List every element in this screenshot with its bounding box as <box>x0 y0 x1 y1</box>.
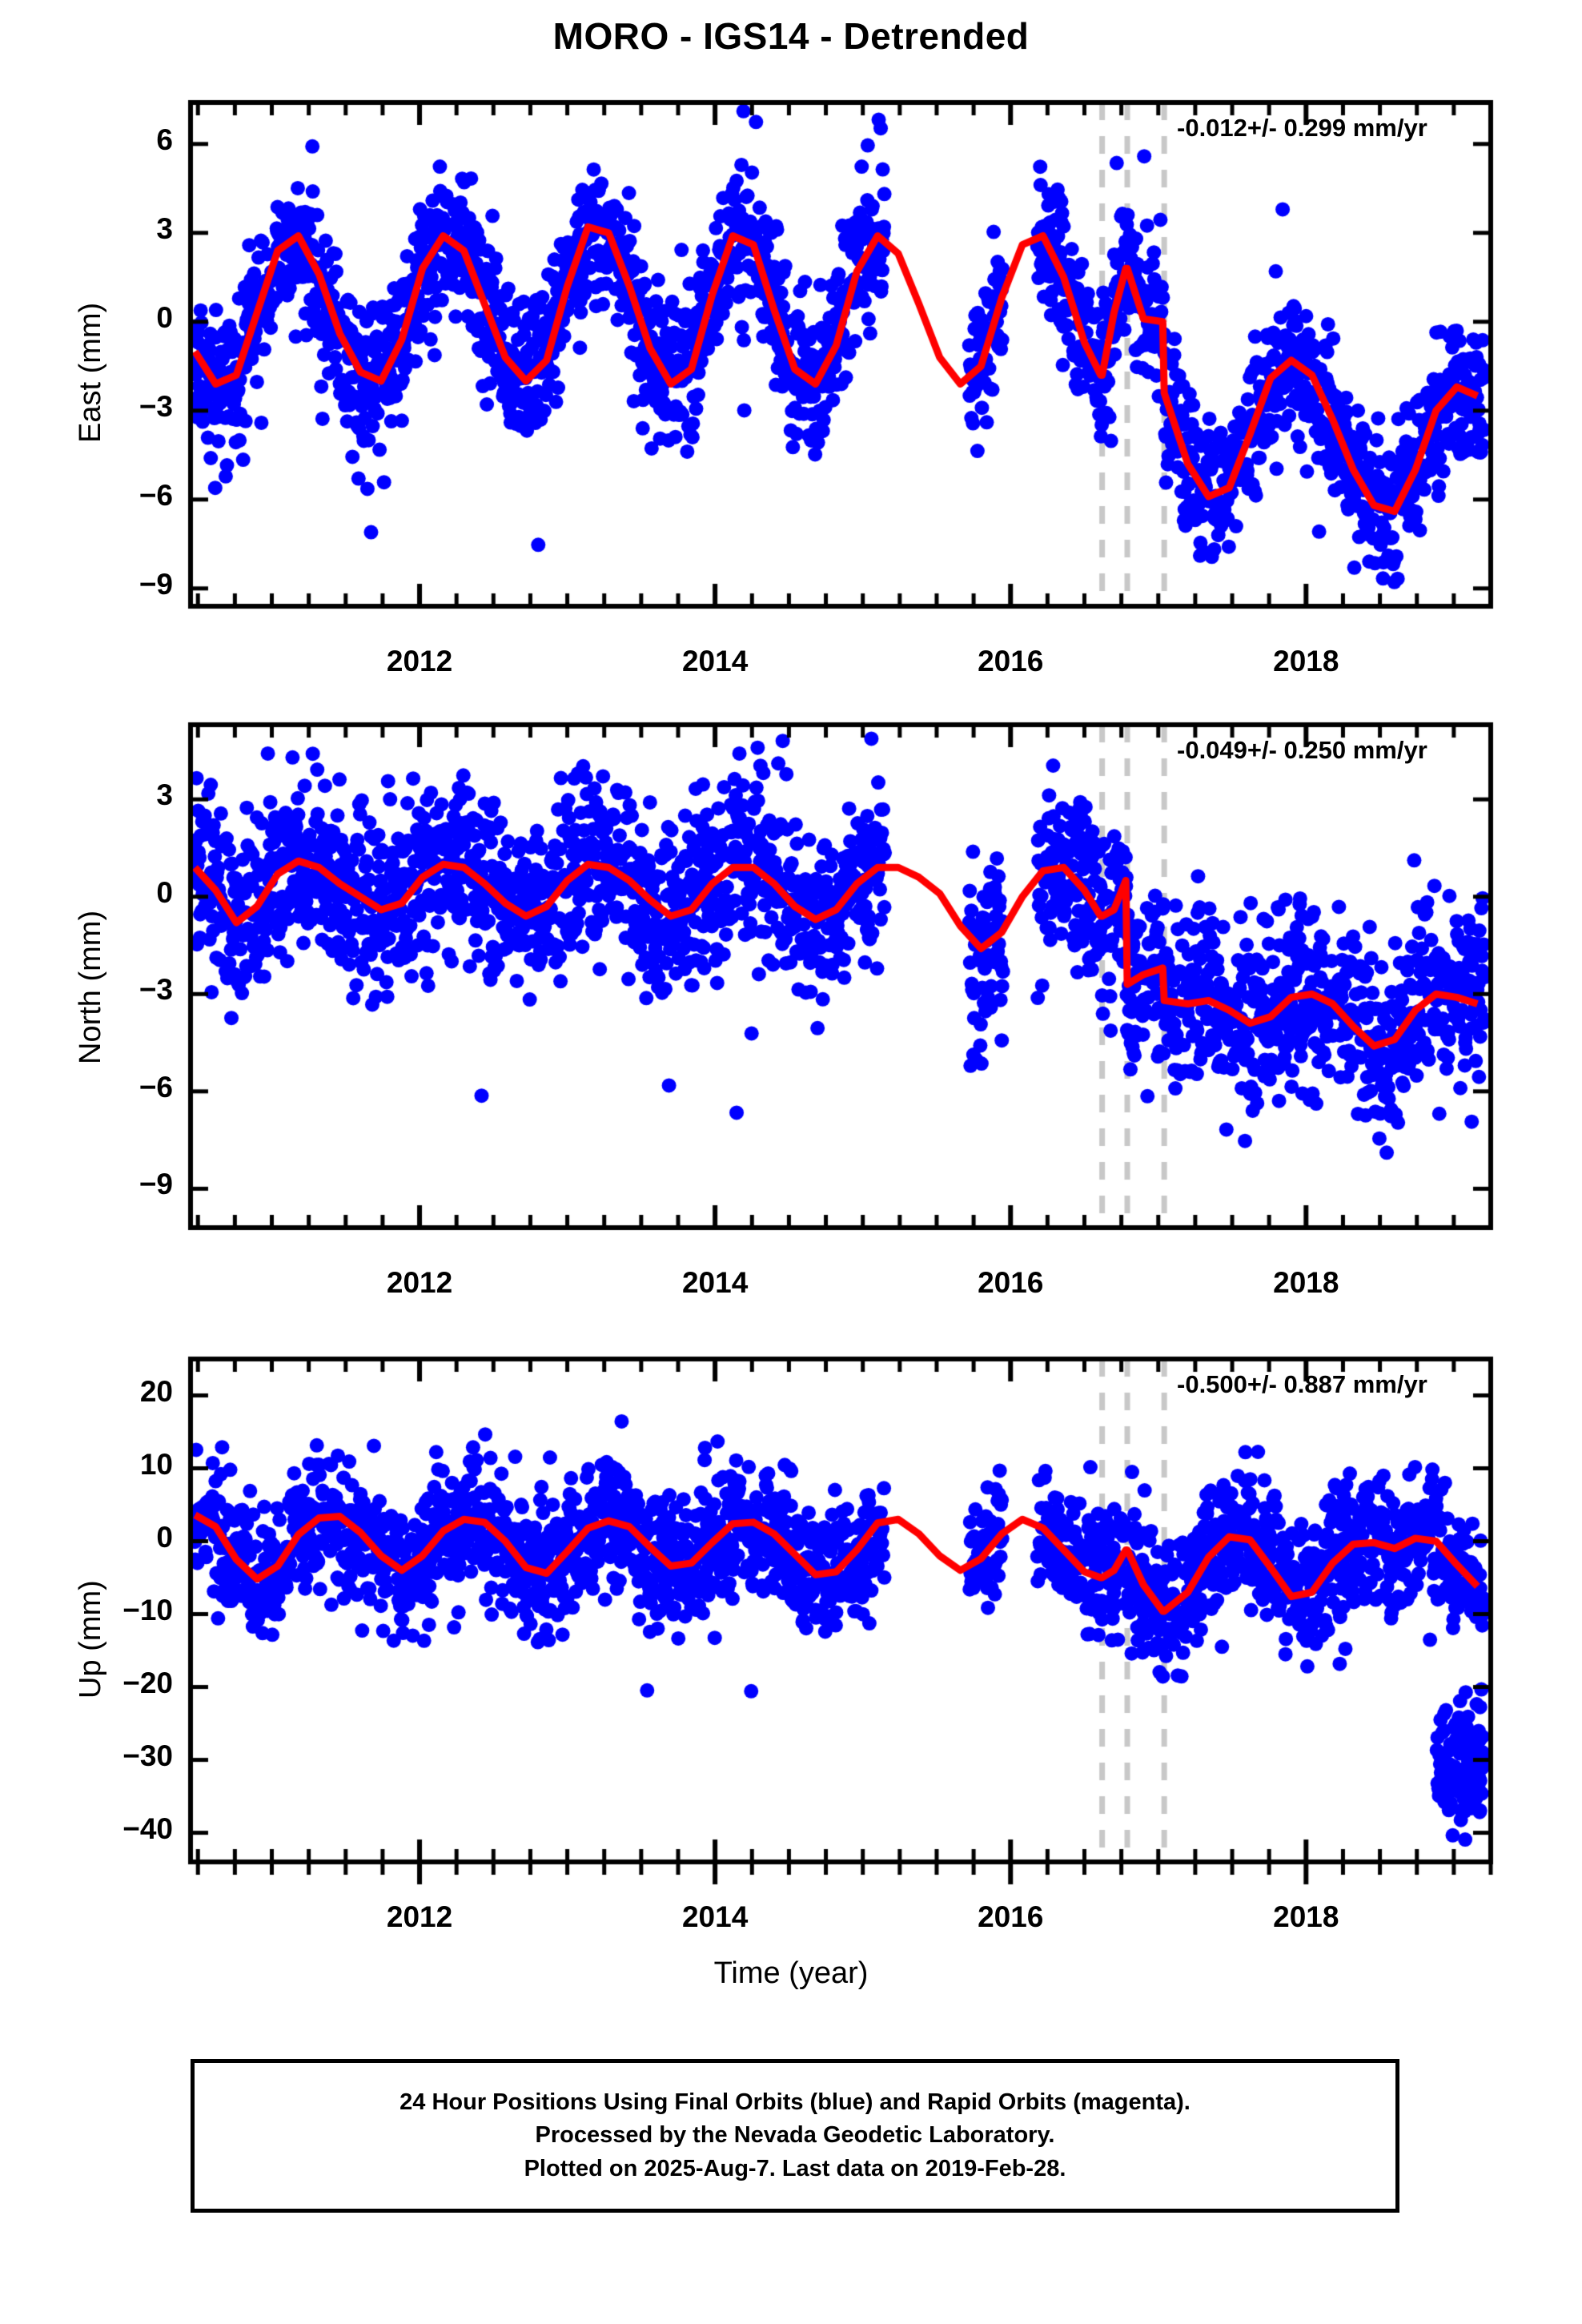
rate-annotation-north: -0.049+/- 0.250 mm/yr <box>1177 736 1427 764</box>
x-tick-label-up-3: 2018 <box>1273 1900 1339 1933</box>
y-tick-label-up-1: 10 <box>139 1447 173 1481</box>
x-tick-label-north-3: 2018 <box>1273 1266 1339 1299</box>
y-tick-label-east-0: 6 <box>156 123 173 156</box>
caption-box: 24 Hour Positions Using Final Orbits (bl… <box>191 2059 1399 2213</box>
page-title: MORO - IGS14 - Detrended <box>552 15 1030 57</box>
rate-annotation-east: -0.012+/- 0.299 mm/yr <box>1177 114 1427 142</box>
x-tick-label-up-0: 2012 <box>386 1900 453 1933</box>
x-axis-title: Time (year) <box>713 1956 869 1990</box>
y-tick-label-east-5: −9 <box>139 567 173 601</box>
y-tick-label-north-2: −3 <box>139 973 173 1007</box>
y-tick-label-north-1: 0 <box>156 875 173 909</box>
y-axis-title-up: Up (mm) <box>74 1580 107 1699</box>
x-tick-label-east-2: 2016 <box>978 645 1044 677</box>
y-tick-label-east-3: −3 <box>139 389 173 423</box>
x-tick-label-up-1: 2014 <box>681 1900 749 1933</box>
x-tick-label-east-0: 2012 <box>386 645 453 677</box>
x-tick-label-north-2: 2016 <box>978 1266 1044 1299</box>
y-tick-label-up-5: −30 <box>122 1739 173 1772</box>
y-tick-label-north-4: −9 <box>139 1168 173 1201</box>
y-tick-label-north-3: −6 <box>139 1070 173 1104</box>
x-tick-label-east-1: 2014 <box>681 645 749 677</box>
rate-annotation-up: -0.500+/- 0.887 mm/yr <box>1177 1370 1427 1398</box>
y-tick-label-north-0: 3 <box>156 778 173 812</box>
x-tick-label-north-0: 2012 <box>386 1266 453 1299</box>
y-tick-label-east-1: 3 <box>156 211 173 245</box>
caption-line-1: 24 Hour Positions Using Final Orbits (bl… <box>400 2089 1191 2116</box>
y-axis-title-east: East (mm) <box>74 302 107 443</box>
x-tick-label-east-3: 2018 <box>1273 645 1339 677</box>
y-tick-label-up-3: −10 <box>122 1593 173 1626</box>
y-tick-label-east-2: 0 <box>156 300 173 334</box>
y-tick-label-east-4: −6 <box>139 478 173 512</box>
y-tick-label-up-4: −20 <box>122 1666 173 1699</box>
y-tick-label-up-0: 20 <box>139 1374 173 1408</box>
y-tick-label-up-6: −40 <box>122 1811 173 1845</box>
y-tick-label-up-2: 0 <box>156 1520 173 1554</box>
x-tick-label-up-2: 2016 <box>978 1900 1044 1933</box>
caption-line-3: Plotted on 2025-Aug-7. Last data on 2019… <box>524 2155 1066 2181</box>
caption-line-2: Processed by the Nevada Geodetic Laborat… <box>535 2122 1055 2149</box>
x-tick-label-north-1: 2014 <box>681 1266 749 1299</box>
y-axis-title-north: North (mm) <box>74 910 107 1064</box>
